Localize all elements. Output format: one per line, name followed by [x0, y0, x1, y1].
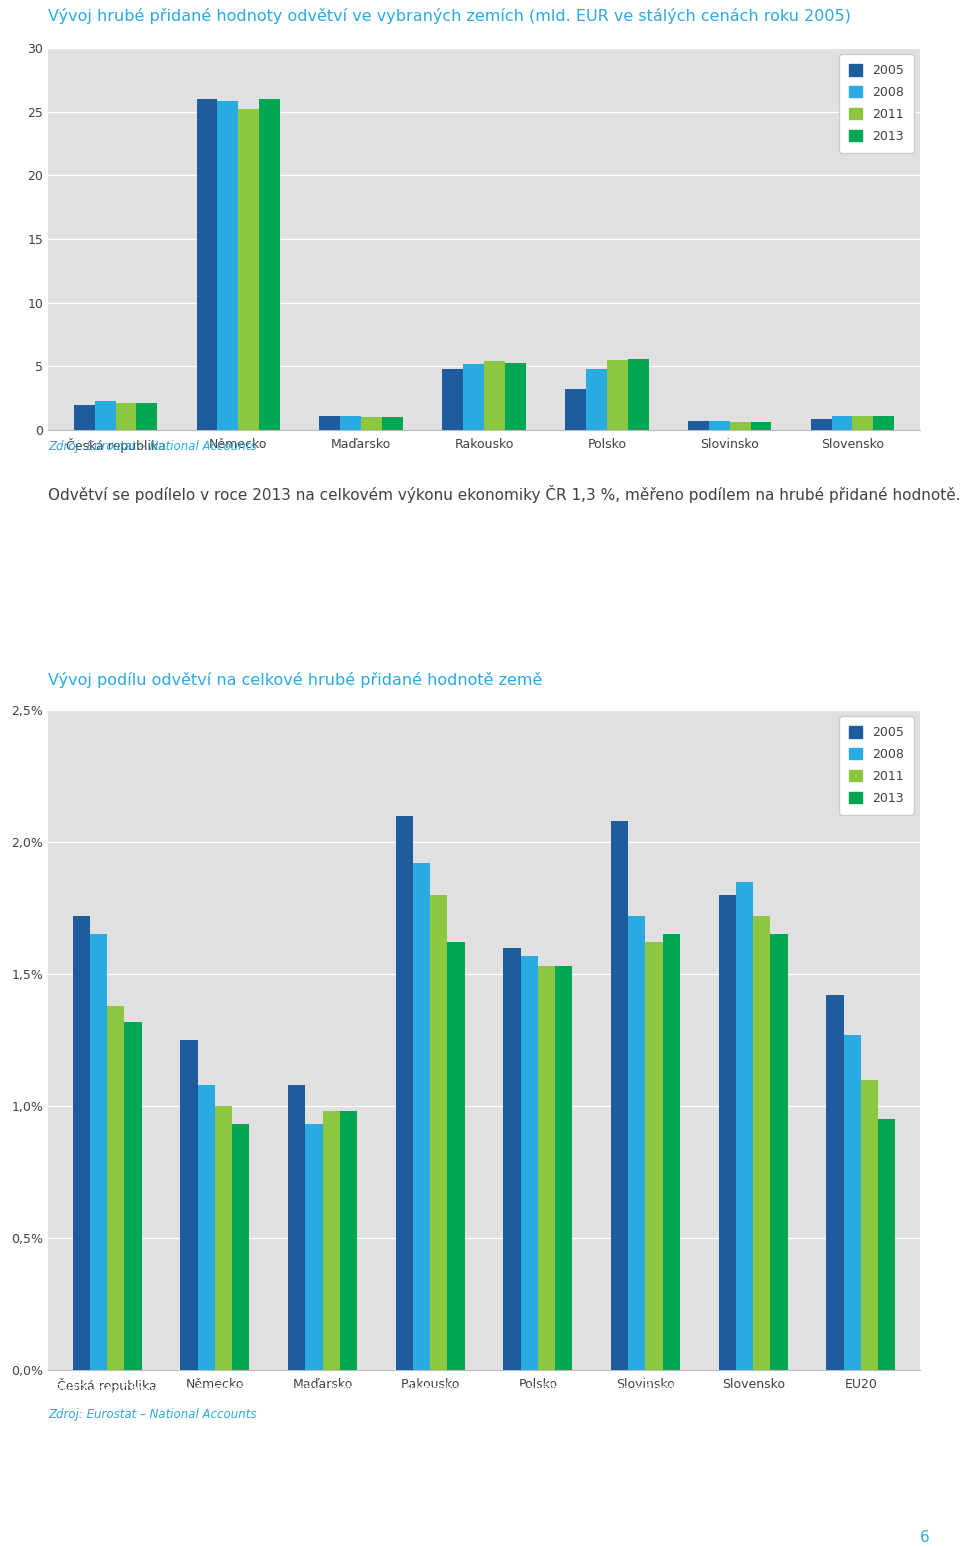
Bar: [73, 916, 90, 1370]
Text: Vývoj podílu odvětví na celkové hrubé přidané hodnotě země: Vývoj podílu odvětví na celkové hrubé př…: [48, 672, 542, 687]
Bar: [323, 1111, 340, 1370]
Bar: [844, 1034, 861, 1370]
Bar: [125, 1022, 142, 1370]
Bar: [115, 404, 136, 430]
Bar: [197, 99, 218, 430]
Bar: [430, 895, 447, 1370]
Bar: [810, 418, 831, 430]
Bar: [215, 1105, 232, 1370]
Bar: [827, 995, 844, 1370]
Text: Zdroj: Eurostat – National Accounts: Zdroj: Eurostat – National Accounts: [48, 1409, 256, 1421]
Bar: [688, 421, 708, 430]
Bar: [74, 404, 95, 430]
Bar: [180, 1040, 198, 1370]
Bar: [719, 895, 736, 1370]
Bar: [878, 1119, 896, 1370]
Bar: [340, 416, 361, 430]
Bar: [611, 820, 628, 1370]
Bar: [520, 955, 538, 1370]
Bar: [443, 368, 463, 430]
Bar: [320, 416, 340, 430]
Text: Odvětví se podílelo v roce 2013 na celkovém výkonu ekonomiky ČR 1,3 %, měřeno po: Odvětví se podílelo v roce 2013 na celko…: [48, 485, 960, 503]
Legend: 2005, 2008, 2011, 2013: 2005, 2008, 2011, 2013: [839, 717, 914, 814]
Legend: 2005, 2008, 2011, 2013: 2005, 2008, 2011, 2013: [839, 54, 914, 153]
Text: Zdroj: Eurostat – National Accounts: Zdroj: Eurostat – National Accounts: [48, 440, 256, 454]
Text: 6: 6: [921, 1529, 930, 1545]
Text: EU20 - bez Chorvatska, Spojeného kralovství, Portugalska, Německa, Polska, Španě: EU20 - bez Chorvatska, Spojeného kralovs…: [55, 1381, 694, 1396]
Bar: [607, 361, 628, 430]
Bar: [463, 364, 484, 430]
Bar: [628, 916, 645, 1370]
Bar: [662, 935, 680, 1370]
Bar: [645, 943, 662, 1370]
Bar: [90, 935, 108, 1370]
Bar: [484, 361, 505, 430]
Bar: [505, 362, 526, 430]
Bar: [628, 359, 649, 430]
Bar: [831, 416, 852, 430]
Text: Vývoj hrubé přidané hodnoty odvětví ve vybraných zemích (mld. EUR ve stálých cen: Vývoj hrubé přidané hodnoty odvětví ve v…: [48, 8, 851, 25]
Bar: [340, 1111, 357, 1370]
Bar: [238, 108, 259, 430]
Bar: [218, 102, 238, 430]
Bar: [770, 935, 787, 1370]
Bar: [305, 1124, 323, 1370]
Bar: [232, 1124, 250, 1370]
Bar: [447, 943, 465, 1370]
Bar: [861, 1079, 878, 1370]
Bar: [108, 1006, 125, 1370]
Bar: [259, 99, 280, 430]
Bar: [555, 966, 572, 1370]
Bar: [413, 864, 430, 1370]
Bar: [754, 916, 770, 1370]
Bar: [198, 1085, 215, 1370]
Bar: [751, 423, 772, 430]
Bar: [565, 389, 586, 430]
Bar: [396, 816, 413, 1370]
Bar: [586, 368, 607, 430]
Bar: [361, 418, 382, 430]
Bar: [708, 421, 730, 430]
Bar: [382, 418, 403, 430]
Bar: [730, 423, 751, 430]
Bar: [852, 416, 874, 430]
Bar: [136, 404, 157, 430]
Bar: [503, 947, 520, 1370]
Bar: [288, 1085, 305, 1370]
Bar: [538, 966, 555, 1370]
Bar: [95, 401, 115, 430]
Bar: [874, 416, 894, 430]
Bar: [736, 882, 754, 1370]
